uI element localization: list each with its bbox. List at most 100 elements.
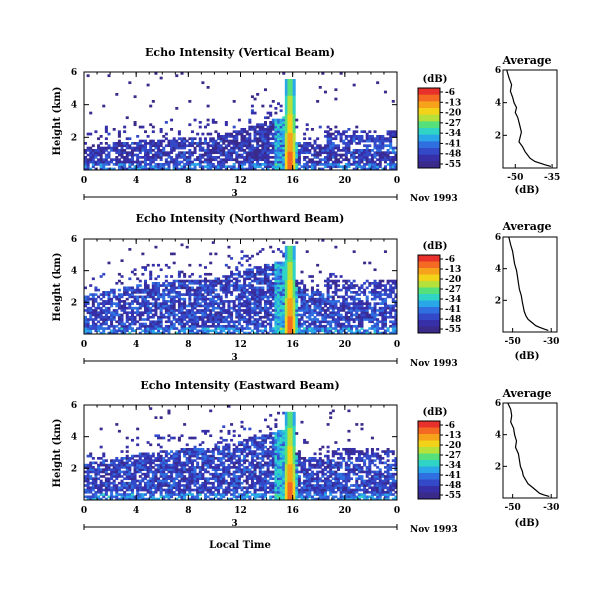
heatmap-cell — [164, 286, 168, 290]
heatmap-cell — [263, 116, 267, 120]
heatmap-cell — [334, 245, 338, 249]
heatmap-cell — [337, 288, 341, 292]
heatmap-cell — [104, 128, 108, 131]
heatmap-cell — [282, 300, 286, 303]
heatmap-cell — [198, 281, 202, 285]
heatmap-cell — [284, 95, 288, 99]
heatmap-cell — [180, 477, 184, 481]
heatmap-cell — [287, 315, 291, 319]
heatmap-cell — [104, 468, 108, 471]
heatmap-cell — [154, 457, 158, 460]
colorbar-swatch — [418, 268, 440, 275]
heatmap-cell — [112, 158, 116, 162]
heatmap-cell — [271, 291, 275, 294]
heatmap-cell — [167, 304, 171, 308]
heatmap-cell — [352, 320, 356, 324]
heatmap-cell — [290, 144, 294, 148]
heatmap-cell — [263, 263, 267, 267]
heatmap-cell — [391, 300, 395, 303]
heatmap-cell — [89, 468, 93, 471]
x-tick-label: 8 — [185, 176, 191, 186]
heatmap-cell — [219, 302, 223, 305]
heatmap-cell — [297, 156, 301, 159]
heatmap-cell — [86, 472, 90, 476]
heatmap-cell — [94, 311, 98, 315]
heatmap-cell — [386, 288, 390, 292]
heatmap-cell — [175, 497, 179, 500]
heatmap-cell — [248, 257, 252, 260]
heatmap-cell — [190, 331, 194, 334]
heatmap-cell — [248, 142, 252, 145]
heatmap-cell — [91, 318, 95, 321]
heatmap-cell — [318, 146, 322, 150]
heatmap-cell — [190, 167, 194, 170]
heatmap-cell — [151, 263, 155, 267]
heatmap-cell — [175, 295, 179, 299]
heatmap-cell — [357, 320, 361, 324]
heatmap-cell — [250, 302, 254, 305]
heatmap-cell — [107, 315, 111, 319]
heatmap-cell — [253, 277, 257, 281]
heatmap-cell — [136, 277, 140, 281]
heatmap-cell — [146, 452, 150, 456]
heatmap-cell — [329, 320, 333, 324]
heatmap-cell — [271, 137, 275, 141]
heatmap-cell — [177, 493, 181, 496]
heatmap-cell — [357, 309, 361, 312]
colorbar-swatch — [418, 94, 440, 102]
heatmap-cell — [203, 297, 207, 301]
heatmap-cell — [250, 272, 254, 276]
heatmap-cell — [256, 304, 260, 308]
heatmap-cell — [107, 163, 111, 166]
heatmap-cell — [193, 488, 197, 492]
heatmap-cell — [370, 297, 374, 301]
heatmap-cell — [128, 497, 132, 500]
heatmap-cell — [266, 291, 270, 294]
heatmap-cell — [243, 288, 247, 292]
heatmap-cell — [357, 324, 361, 328]
heatmap-cell — [209, 158, 213, 162]
heatmap-cell — [230, 306, 234, 310]
heatmap-cell — [107, 466, 111, 469]
heatmap-cell — [368, 331, 372, 334]
heatmap-cell — [157, 488, 161, 492]
heatmap-cell — [172, 477, 176, 481]
heatmap-cell — [316, 156, 320, 159]
heatmap-cell — [277, 158, 281, 162]
heatmap-cell — [334, 153, 338, 157]
heatmap-cell — [256, 318, 260, 321]
heatmap-cell — [214, 142, 218, 145]
heatmap-cell — [284, 139, 288, 143]
heatmap-cell — [177, 459, 181, 462]
heatmap-cell — [389, 167, 393, 170]
heatmap-cell — [310, 300, 314, 303]
heatmap-cell — [310, 160, 314, 164]
heatmap-cell — [102, 322, 106, 326]
heatmap-cell — [240, 286, 244, 290]
heatmap-cell — [381, 318, 385, 321]
heatmap-cell — [188, 479, 192, 483]
heatmap-cell — [326, 142, 330, 145]
heatmap-cell — [198, 149, 202, 152]
heatmap-cell — [282, 286, 286, 290]
heatmap-cell — [277, 291, 281, 294]
heatmap-cell — [183, 468, 187, 471]
heatmap-cell — [383, 153, 387, 157]
heatmap-cell — [102, 318, 106, 321]
heatmap-cell — [112, 163, 116, 166]
heatmap-cell — [185, 245, 189, 249]
heatmap-cell — [292, 137, 296, 141]
heatmap-cell — [143, 144, 147, 148]
heatmap-cell — [214, 281, 218, 285]
heatmap-cell — [99, 457, 103, 460]
heatmap-cell — [136, 497, 140, 500]
heatmap-cell — [214, 295, 218, 299]
heatmap-cell — [125, 318, 129, 321]
heatmap-cell — [188, 484, 192, 487]
heatmap-cell — [337, 130, 341, 134]
heatmap-cell — [342, 306, 346, 310]
heatmap-cell — [193, 318, 197, 321]
heatmap-cell — [143, 160, 147, 164]
heatmap-cell — [130, 160, 134, 164]
heatmap-cell — [151, 291, 155, 294]
